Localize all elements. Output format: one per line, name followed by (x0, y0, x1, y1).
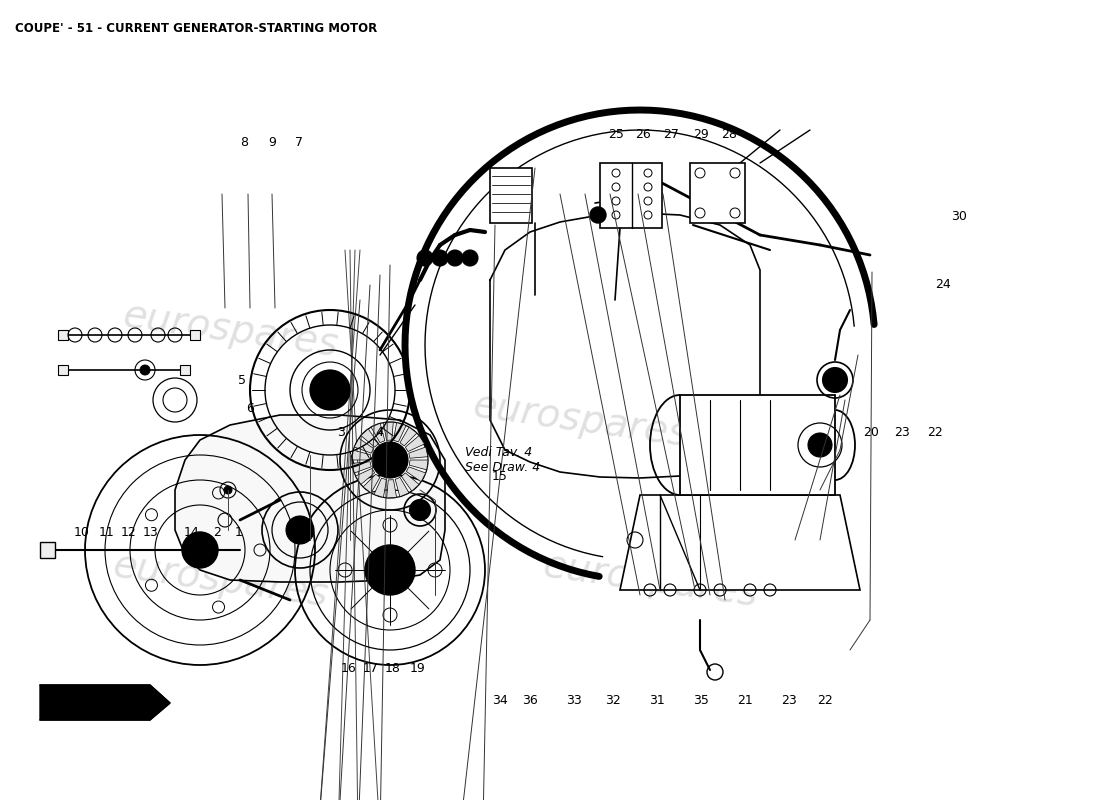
Polygon shape (352, 450, 371, 460)
Text: 23: 23 (894, 426, 910, 438)
Text: 23: 23 (781, 694, 796, 706)
Text: 17: 17 (363, 662, 378, 674)
Text: eurospares: eurospares (470, 386, 690, 454)
Circle shape (462, 250, 478, 266)
Polygon shape (680, 395, 835, 495)
Polygon shape (600, 163, 662, 228)
Polygon shape (387, 480, 397, 498)
Text: 24: 24 (935, 278, 950, 290)
Text: 32: 32 (605, 694, 620, 706)
Text: 12: 12 (121, 526, 136, 538)
Text: 13: 13 (143, 526, 158, 538)
Text: 22: 22 (927, 426, 943, 438)
Polygon shape (58, 365, 68, 375)
Text: eurospares: eurospares (110, 546, 330, 614)
Polygon shape (190, 330, 200, 340)
Text: 22: 22 (817, 694, 833, 706)
Text: 31: 31 (649, 694, 664, 706)
Polygon shape (402, 473, 419, 491)
Text: 34: 34 (492, 694, 508, 706)
Text: 10: 10 (74, 526, 90, 538)
Circle shape (140, 365, 150, 375)
Circle shape (823, 368, 847, 392)
Text: 15: 15 (492, 470, 508, 482)
Text: 21: 21 (737, 694, 752, 706)
Text: 16: 16 (341, 662, 356, 674)
Polygon shape (395, 478, 409, 497)
Circle shape (410, 500, 430, 520)
Circle shape (590, 207, 606, 223)
Text: 20: 20 (864, 426, 879, 438)
Polygon shape (400, 427, 417, 446)
Polygon shape (690, 163, 745, 223)
Text: 33: 33 (566, 694, 582, 706)
Text: Vedi Tav. 4
See Draw. 4: Vedi Tav. 4 See Draw. 4 (465, 446, 540, 474)
Polygon shape (409, 447, 428, 458)
Polygon shape (58, 330, 68, 340)
Circle shape (286, 516, 313, 544)
Text: 1: 1 (235, 526, 243, 538)
Polygon shape (405, 435, 425, 451)
Polygon shape (620, 495, 860, 590)
Text: 30: 30 (952, 210, 967, 223)
Text: 29: 29 (693, 127, 708, 141)
Text: COUPE' - 51 - CURRENT GENERATOR-STARTING MOTOR: COUPE' - 51 - CURRENT GENERATOR-STARTING… (15, 22, 377, 35)
Text: 8: 8 (240, 135, 248, 149)
Text: 2: 2 (213, 526, 221, 538)
Text: 14: 14 (184, 526, 200, 538)
Polygon shape (409, 460, 428, 470)
Circle shape (310, 370, 350, 410)
Text: eurospares: eurospares (120, 296, 340, 364)
Circle shape (182, 532, 218, 568)
Polygon shape (374, 478, 386, 498)
Circle shape (372, 442, 408, 478)
Polygon shape (352, 462, 371, 473)
Text: eurospares: eurospares (540, 546, 760, 614)
Polygon shape (371, 423, 385, 442)
Polygon shape (175, 415, 446, 582)
Text: 28: 28 (722, 127, 737, 141)
Polygon shape (406, 467, 426, 482)
Circle shape (432, 250, 448, 266)
Circle shape (447, 250, 463, 266)
Text: 6: 6 (246, 402, 254, 414)
Text: 11: 11 (99, 526, 114, 538)
Polygon shape (384, 422, 394, 440)
Polygon shape (394, 422, 406, 442)
Text: 26: 26 (635, 127, 651, 141)
Circle shape (417, 250, 433, 266)
Polygon shape (40, 542, 55, 558)
Text: 5: 5 (238, 374, 246, 386)
Polygon shape (361, 429, 378, 447)
Polygon shape (180, 365, 190, 375)
Text: 3: 3 (337, 426, 345, 438)
Text: 4: 4 (375, 426, 383, 438)
Polygon shape (363, 474, 379, 493)
Text: 35: 35 (693, 694, 708, 706)
Circle shape (808, 433, 832, 457)
Text: 18: 18 (385, 662, 400, 674)
Polygon shape (40, 685, 170, 720)
Polygon shape (354, 438, 374, 453)
Text: 19: 19 (410, 662, 426, 674)
Text: 7: 7 (295, 135, 302, 149)
Polygon shape (490, 168, 532, 223)
Text: 9: 9 (268, 135, 276, 149)
Circle shape (224, 486, 232, 494)
Polygon shape (355, 469, 375, 485)
Text: 27: 27 (663, 127, 679, 141)
Text: 25: 25 (608, 127, 624, 141)
Circle shape (365, 545, 415, 595)
Text: 36: 36 (522, 694, 538, 706)
